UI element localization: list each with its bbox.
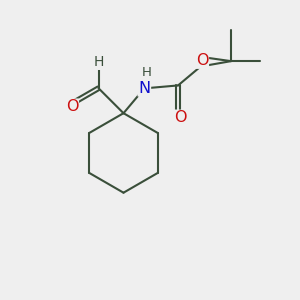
Text: O: O (66, 99, 78, 114)
Text: H: H (93, 55, 104, 69)
Text: H: H (142, 66, 152, 79)
Text: O: O (196, 53, 208, 68)
Text: N: N (138, 81, 150, 96)
Text: O: O (174, 110, 187, 125)
